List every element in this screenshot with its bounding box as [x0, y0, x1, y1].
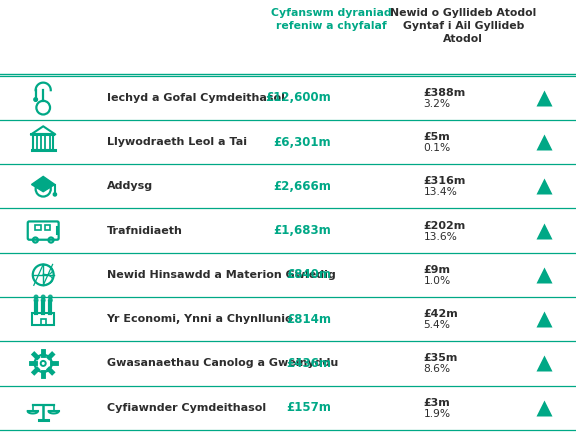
Text: £840m: £840m [286, 268, 331, 281]
Text: 3.2%: 3.2% [423, 99, 450, 109]
Bar [35, 225, 40, 230]
Bar [44, 225, 50, 230]
Circle shape [48, 295, 52, 299]
Text: Trafnidiaeth: Trafnidiaeth [107, 226, 183, 235]
Text: 13.6%: 13.6% [423, 232, 457, 241]
Text: Addysg: Addysg [107, 181, 153, 191]
Text: £316m: £316m [423, 176, 466, 186]
Text: £3m: £3m [423, 398, 450, 408]
Text: £388m: £388m [423, 88, 465, 98]
Circle shape [35, 295, 38, 299]
Circle shape [41, 295, 45, 299]
Text: £202m: £202m [423, 221, 465, 231]
Text: £35m: £35m [423, 353, 458, 363]
Text: Iechyd a Gofal Cymdeithasol: Iechyd a Gofal Cymdeithasol [107, 93, 285, 103]
Circle shape [41, 299, 45, 302]
Text: Gwasanaethau Canolog a Gweinyddu: Gwasanaethau Canolog a Gweinyddu [107, 359, 338, 368]
Text: £157m: £157m [286, 401, 331, 414]
Text: 1.0%: 1.0% [423, 276, 450, 286]
Bar [33, 134, 53, 149]
Text: £1,683m: £1,683m [274, 224, 331, 237]
Text: Yr Economi, Ynni a Chynllunio: Yr Economi, Ynni a Chynllunio [107, 314, 293, 324]
Circle shape [34, 98, 37, 102]
Text: Llywodraeth Leol a Tai: Llywodraeth Leol a Tai [107, 137, 247, 147]
Text: £6,301m: £6,301m [274, 136, 331, 149]
Text: £814m: £814m [286, 313, 331, 326]
Text: £5m: £5m [423, 132, 450, 142]
Circle shape [53, 193, 56, 196]
Circle shape [48, 299, 52, 302]
Bar [32, 313, 54, 325]
Circle shape [35, 299, 38, 302]
Text: £2,666m: £2,666m [274, 180, 331, 193]
Text: 5.4%: 5.4% [423, 320, 450, 330]
Text: 0.1%: 0.1% [423, 143, 450, 153]
Text: Cyfanswm dyraniad
refeniw a chyfalaf: Cyfanswm dyraniad refeniw a chyfalaf [271, 8, 392, 31]
Text: Cyfiawnder Cymdeithasol: Cyfiawnder Cymdeithasol [107, 403, 266, 413]
Text: £9m: £9m [423, 265, 450, 275]
Text: £42m: £42m [423, 309, 458, 319]
Text: Newid Hinsawdd a Materion Gwledig: Newid Hinsawdd a Materion Gwledig [107, 270, 335, 280]
Text: 1.9%: 1.9% [423, 409, 450, 419]
Bar [41, 319, 46, 325]
Text: Newid o Gyllideb Atodol
Gyntaf i Ail Gyllideb
Atodol: Newid o Gyllideb Atodol Gyntaf i Ail Gyl… [390, 8, 536, 44]
Text: £436m: £436m [286, 357, 331, 370]
Text: 13.4%: 13.4% [423, 187, 457, 197]
Text: 8.6%: 8.6% [423, 365, 450, 375]
Polygon shape [32, 176, 55, 192]
Text: £12,600m: £12,600m [266, 91, 331, 104]
